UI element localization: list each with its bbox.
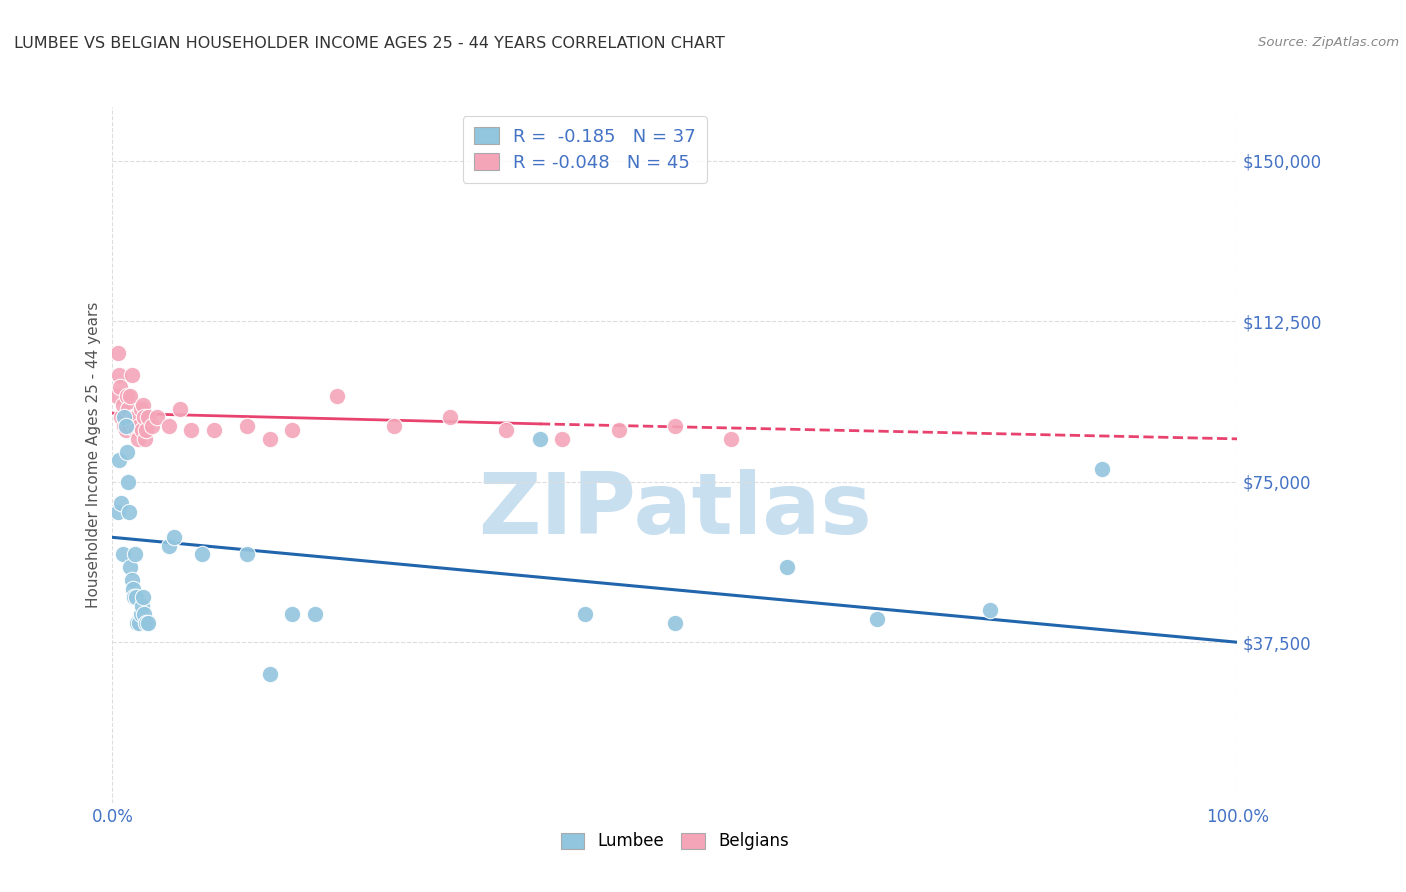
Point [281,423,304,437]
Point [117,401,139,416]
Point [128,615,150,630]
Point [114,410,136,425]
Point [125,591,148,605]
Point [105,389,128,403]
Point [134,432,156,446]
Point [115,389,138,403]
Point [439,410,461,425]
Text: Source: ZipAtlas.com: Source: ZipAtlas.com [1258,36,1399,49]
Point [132,398,155,412]
Point [979,603,1001,617]
Point [108,453,131,467]
Point [127,410,149,425]
Point [157,539,180,553]
Text: LUMBEE VS BELGIAN HOUSEHOLDER INCOME AGES 25 - 44 YEARS CORRELATION CHART: LUMBEE VS BELGIAN HOUSEHOLDER INCOME AGE… [14,36,725,51]
Point [664,615,686,630]
Point [259,667,281,681]
Point [110,496,132,510]
Point [326,389,349,403]
Text: ZIPatlas: ZIPatlas [478,469,872,552]
Point [127,432,149,446]
Point [866,612,889,626]
Point [117,475,139,489]
Point [191,548,214,562]
Point [169,401,191,416]
Point [107,346,129,360]
Point [124,410,146,425]
Point [551,432,574,446]
Point [574,607,596,622]
Y-axis label: Householder Income Ages 25 - 44 years: Householder Income Ages 25 - 44 years [86,301,101,608]
Point [607,423,630,437]
Point [107,505,129,519]
Point [112,419,135,434]
Point [127,615,149,630]
Point [1091,462,1114,476]
Point [132,607,155,622]
Point [132,591,155,605]
Point [115,444,138,458]
Point [135,423,157,437]
Point [281,607,304,622]
Point [132,410,155,425]
Point [111,398,134,412]
Point [259,432,281,446]
Point [131,599,153,613]
Point [111,548,134,562]
Legend: Lumbee, Belgians: Lumbee, Belgians [554,826,796,857]
Point [382,419,405,434]
Point [120,560,142,574]
Point [236,419,259,434]
Point [110,410,132,425]
Point [529,432,551,446]
Point [110,380,132,394]
Point [141,419,163,434]
Point [146,410,169,425]
Point [138,615,160,630]
Point [121,368,143,382]
Point [121,573,143,587]
Point [108,368,131,382]
Point [129,607,152,622]
Point [124,548,146,562]
Point [157,419,180,434]
Point [121,410,143,425]
Point [776,560,799,574]
Point [120,389,142,403]
Point [180,423,202,437]
Point [129,401,152,416]
Point [118,419,141,434]
Point [236,548,259,562]
Point [115,419,138,434]
Point [115,423,138,437]
Point [121,582,143,596]
Point [128,419,150,434]
Point [720,432,742,446]
Point [131,423,153,437]
Point [122,419,145,434]
Point [125,423,148,437]
Point [202,423,225,437]
Point [304,607,326,622]
Point [112,410,135,425]
Point [122,591,145,605]
Point [118,505,141,519]
Point [664,419,686,434]
Point [495,423,517,437]
Point [138,410,160,425]
Point [163,530,186,544]
Point [135,615,157,630]
